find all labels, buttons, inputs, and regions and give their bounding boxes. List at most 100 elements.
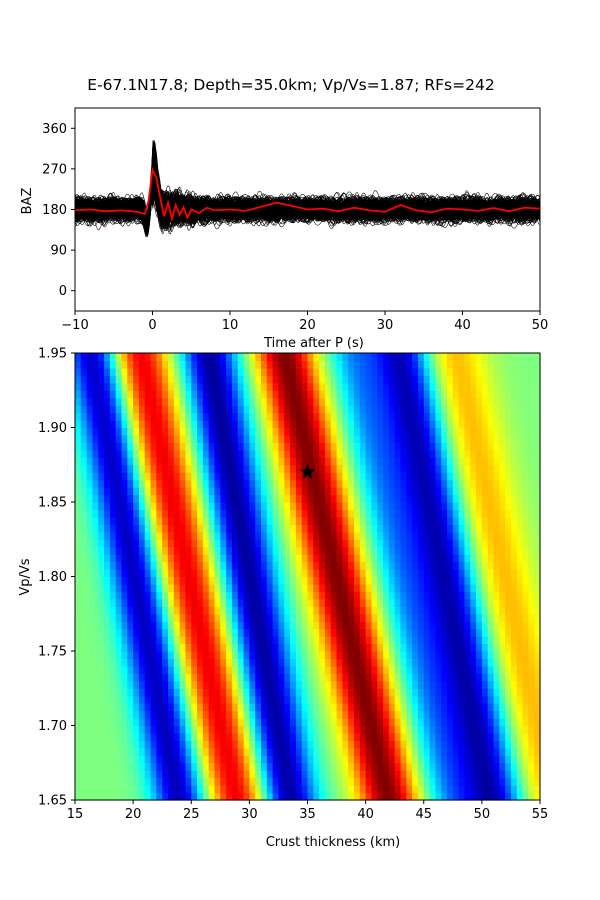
hk-cell: [476, 688, 483, 697]
hk-cell: [499, 487, 506, 496]
hk-cell: [388, 583, 396, 592]
hk-cell: [231, 390, 239, 399]
hk-cell: [255, 591, 262, 600]
hk-cell: [214, 755, 221, 764]
hk-cell: [75, 516, 82, 525]
hk-cell: [342, 770, 349, 779]
hk-cell: [168, 524, 175, 533]
hk-cell: [383, 464, 390, 473]
hk-cell: [220, 703, 227, 712]
hk-cell: [417, 770, 425, 779]
hk-cell: [487, 598, 495, 607]
hk-cell: [458, 718, 466, 727]
hk-cell: [417, 375, 425, 384]
hk-cell: [371, 680, 378, 689]
hk-cell: [133, 516, 140, 525]
hk-cell: [115, 502, 123, 511]
hk-cell: [505, 487, 512, 496]
hk-cell: [115, 732, 123, 741]
hk-cell: [272, 680, 280, 689]
hk-cell: [104, 583, 111, 592]
hk-cell: [266, 718, 274, 727]
hk-cell: [208, 457, 216, 466]
hk-cell: [109, 651, 117, 660]
hk-cell: [243, 472, 250, 481]
hk-cell: [510, 494, 518, 503]
hk-cell: [493, 546, 500, 555]
hk-cell: [208, 412, 216, 421]
hk-cell: [313, 732, 320, 741]
hk-cell: [493, 762, 500, 771]
hk-cell: [493, 412, 500, 421]
hk-cell: [510, 755, 518, 764]
hk-cell: [156, 472, 163, 481]
hk-cell: [243, 740, 250, 749]
hk-cell: [144, 792, 152, 801]
hk-cell: [505, 598, 512, 607]
hk-cell: [377, 494, 384, 503]
hk-cell: [406, 457, 413, 466]
hk-cell: [452, 762, 460, 771]
hk-cell: [138, 397, 146, 406]
hk-cell: [534, 569, 541, 578]
hk-cell: [481, 449, 489, 458]
hk-cell: [342, 420, 349, 429]
hk-cell: [185, 434, 192, 443]
hk-cell: [98, 531, 105, 540]
hk-cell: [290, 680, 297, 689]
hk-cell: [394, 375, 402, 384]
hk-cell: [231, 710, 239, 719]
hk-cell: [156, 718, 163, 727]
hk-cell: [528, 606, 535, 615]
hk-cell: [354, 785, 361, 794]
hk-cell: [231, 591, 239, 600]
hk-cell: [522, 442, 529, 451]
hk-cell: [278, 643, 285, 652]
hk-cell: [534, 531, 541, 540]
hk-cell: [127, 427, 134, 436]
hk-cell: [365, 732, 373, 741]
hk-cell: [417, 695, 425, 704]
hk-cell: [231, 382, 239, 391]
hk-cell: [522, 636, 529, 645]
hk-cell: [214, 449, 221, 458]
hk-cell: [237, 792, 245, 801]
hk-cell: [284, 464, 291, 473]
hk-cell: [400, 673, 407, 682]
hk-cell: [493, 472, 500, 481]
hk-cell: [208, 516, 216, 525]
hk-cell: [359, 613, 367, 622]
hk-cell: [156, 785, 163, 794]
hk-cell: [179, 531, 187, 540]
hk-cell: [138, 688, 146, 697]
hk-cell: [447, 606, 454, 615]
hk-cell: [534, 576, 541, 585]
rf-x-axis: −10 0 10 20 30 40 50: [61, 311, 548, 333]
hk-cell: [197, 785, 204, 794]
hk-cell: [348, 382, 355, 391]
hk-cell: [516, 561, 524, 570]
hk-cell: [290, 420, 297, 429]
hk-cell: [377, 412, 384, 421]
hk-cell: [278, 427, 285, 436]
hk-cell: [388, 658, 396, 667]
hk-cell: [80, 434, 88, 443]
hk-cell: [191, 658, 198, 667]
hk-cell: [447, 710, 454, 719]
hk-cell: [255, 673, 262, 682]
hk-cell: [348, 665, 355, 674]
hk-cell: [98, 680, 105, 689]
hk-cell: [75, 494, 82, 503]
hk-cell: [220, 755, 227, 764]
hk-cell: [400, 390, 407, 399]
hk-cell: [336, 502, 343, 511]
hk-cell: [319, 375, 326, 384]
hk-cell: [220, 457, 227, 466]
hk-cell: [435, 598, 442, 607]
hk-cell: [266, 621, 274, 630]
hk-cell: [162, 561, 169, 570]
hk-cell: [371, 755, 378, 764]
hk-cell: [261, 502, 268, 511]
hk-cell: [394, 718, 402, 727]
hk-cell: [406, 561, 413, 570]
